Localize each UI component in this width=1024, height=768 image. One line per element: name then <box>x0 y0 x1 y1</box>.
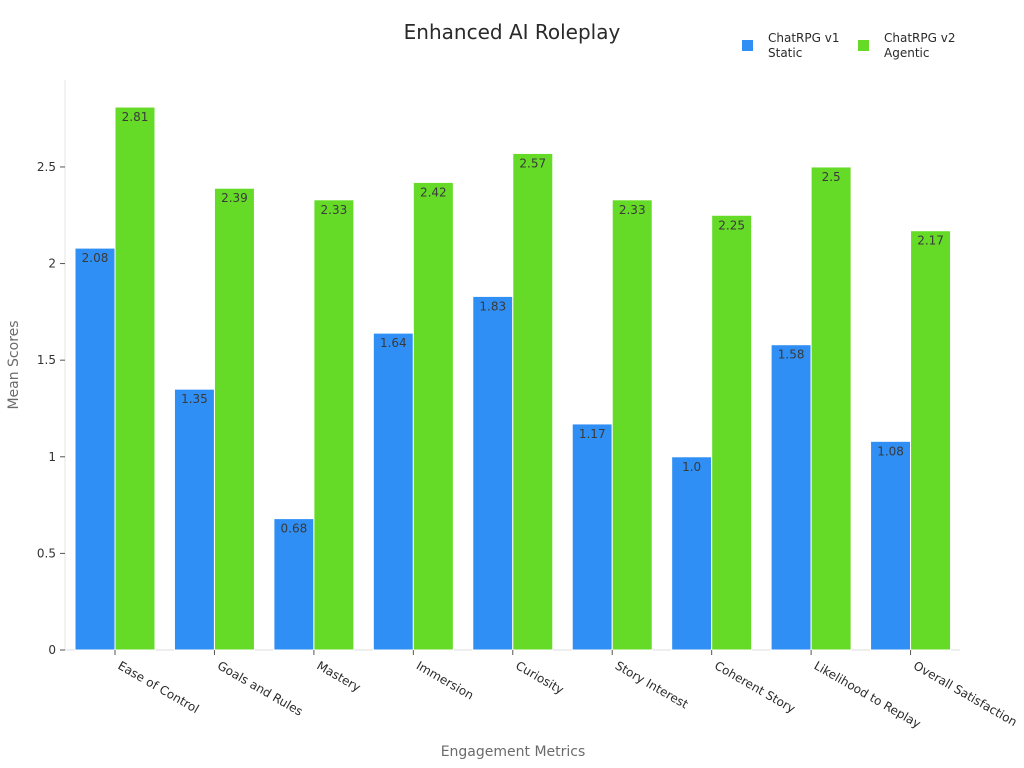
x-axis-ticks: Ease of Control Goals and Rules Mastery Imm… <box>114 650 1019 731</box>
bar-v1 <box>173 388 215 651</box>
bar-v2 <box>213 187 255 651</box>
bar-value-label: 1.17 <box>579 427 606 441</box>
y-tick-label: 0.5 <box>37 546 56 560</box>
bar-v1 <box>273 518 315 651</box>
x-category-label: Mastery <box>314 658 363 694</box>
x-category-label: Overall Satisfaction <box>911 658 1019 729</box>
x-category-label: Likelihood to Replay <box>812 658 924 731</box>
bar-value-label: 2.08 <box>82 251 109 265</box>
bar-v2 <box>412 181 454 651</box>
bar-v1 <box>870 440 912 651</box>
bar-value-label: 1.64 <box>380 336 407 350</box>
bar-v1 <box>74 247 116 651</box>
bar-value-label: 2.39 <box>221 191 248 205</box>
bar-v2 <box>810 166 852 651</box>
bar-v1 <box>770 344 812 651</box>
bar-value-label: 1.0 <box>682 460 701 474</box>
x-category-label: Immersion <box>414 658 476 702</box>
bar-v2 <box>114 106 156 651</box>
bar-value-label: 2.5 <box>822 170 841 184</box>
bar-v2 <box>910 230 952 651</box>
bar-value-label: 1.83 <box>479 299 506 313</box>
bar-value-label: 2.25 <box>718 218 745 232</box>
legend-swatch-v1 <box>742 40 753 51</box>
bar-v1 <box>472 295 514 651</box>
bar-value-label: 2.42 <box>420 185 447 199</box>
y-tick-label: 0 <box>48 643 56 657</box>
bar-v1 <box>571 423 613 651</box>
x-category-label: Coherent Story <box>712 658 797 715</box>
y-tick-label: 2.5 <box>37 160 56 174</box>
legend: ChatRPG v1 Static ChatRPG v2 Agentic <box>742 31 1012 65</box>
bar-v2 <box>512 152 554 651</box>
bar-value-label: 2.57 <box>519 156 546 170</box>
y-axis-title: Mean Scores <box>6 320 22 409</box>
bar-value-label: 2.81 <box>122 110 149 124</box>
bar-v2 <box>611 199 653 651</box>
bars <box>74 106 952 651</box>
y-tick-label: 2 <box>48 257 56 271</box>
chart-title: Enhanced AI Roleplay <box>403 20 621 44</box>
bar-value-label: 2.17 <box>917 234 944 248</box>
bar-v1 <box>671 456 713 651</box>
bar-value-label: 1.08 <box>877 444 904 458</box>
bar-value-label: 2.33 <box>321 203 348 217</box>
x-axis-title: Engagement Metrics <box>441 744 586 760</box>
bar-labels: 2.08 2.81 1.35 2.39 0.68 2.33 1.64 2.42 1.83 2.57… <box>82 110 944 536</box>
legend-swatch-v2 <box>858 40 869 51</box>
x-category-label: Goals and Rules <box>215 658 305 718</box>
bar-v2 <box>313 199 355 651</box>
y-tick-label: 1.5 <box>37 353 56 367</box>
bar-value-label: 2.33 <box>619 203 646 217</box>
y-tick-label: 1 <box>48 450 56 464</box>
legend-label-v1: ChatRPG v1 Static <box>768 31 840 60</box>
bar-value-label: 1.35 <box>181 392 208 406</box>
x-category-label: Ease of Control <box>116 658 202 716</box>
bar-value-label: 0.68 <box>281 522 308 536</box>
x-category-label: Curiosity <box>513 658 566 697</box>
x-category-label: Story Interest <box>613 658 691 711</box>
bar-v1 <box>372 332 414 651</box>
y-axis-ticks: 0 0.5 1 1.5 2 2.5 <box>37 160 65 657</box>
legend-label-v2: ChatRPG v2 Agentic <box>884 31 956 60</box>
bar-v2 <box>711 214 753 651</box>
bar-value-label: 1.58 <box>778 348 805 362</box>
